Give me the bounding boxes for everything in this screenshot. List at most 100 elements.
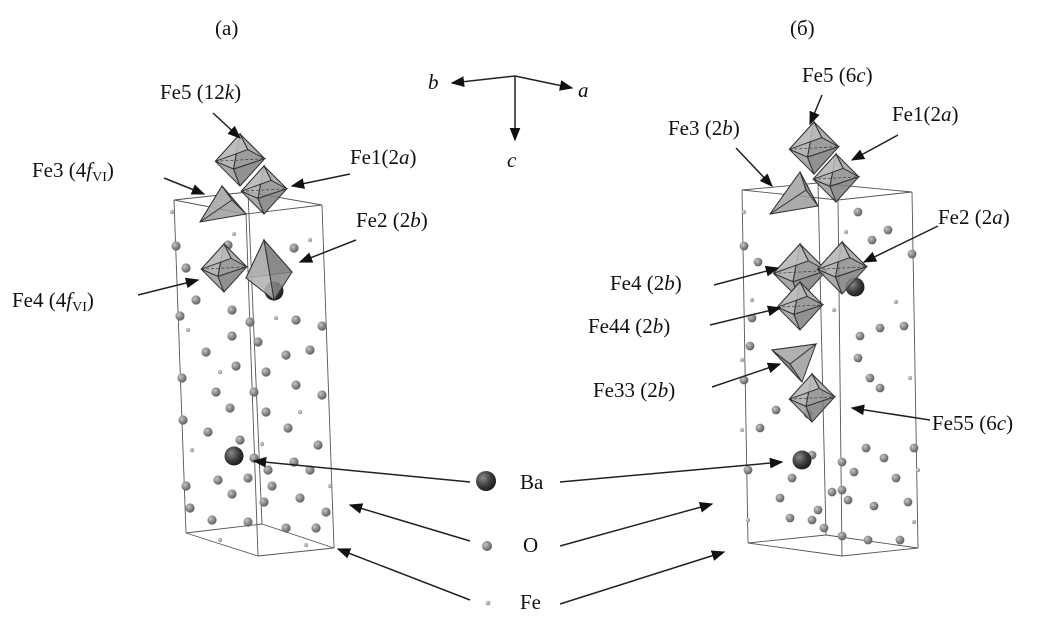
oxygen-atom [843,495,853,505]
label-b-fe4: Fe4 (2b) [610,271,682,295]
arrow-a-fe4 [137,277,200,296]
oxygen-atom [855,331,865,341]
polyhedron-fe44-b [776,280,825,331]
label-a-fe5: Fe5 (12k) [160,80,242,104]
oxygen-atom [311,523,321,533]
label-a-fe1: Fe1(2a) [350,145,417,169]
oxygen-atom [317,321,327,331]
polyhedron-fe3-b [768,170,819,215]
unit-cell-b-edge [911,191,919,549]
arrow-a-fe5 [212,112,241,139]
oxygen-atom [207,515,217,525]
arrow-b-fe55 [850,404,931,421]
iron-atom [189,447,195,453]
arrow-b-fe5 [809,94,823,126]
oxygen-atom [175,311,185,321]
axis-b-arrow [450,75,516,88]
oxygen-atom [849,467,859,477]
oxygen-atom [739,375,749,385]
oxygen-atom [771,405,781,415]
oxygen-atom [895,535,905,545]
oxygen-atom [753,257,763,267]
oxygen-atom [243,517,253,527]
oxygen-atom [837,531,847,541]
oxygen-atom [295,493,305,503]
iron-atom [297,409,303,415]
unit-cell-b-edge [817,182,827,536]
oxygen-atom [181,481,191,491]
unit-cell-b-edge [841,547,919,557]
label-a-fe4: Fe4 (4fVI) [12,288,94,315]
label-b-fe3: Fe3 (2b) [668,116,740,140]
unit-cell-a-edge [261,523,335,549]
label-a-fe3: Fe3 (4fVI) [32,158,114,185]
oxygen-atom [203,427,213,437]
oxygen-atom [201,347,211,357]
polyhedron-fe2-a [245,238,293,302]
iron-atom [843,229,849,235]
oxygen-atom [907,249,917,259]
axis-b-label: b [428,70,439,94]
iron-atom [273,315,279,321]
unit-cell-a-edge [321,204,335,549]
oxygen-atom [267,481,277,491]
axis-c-label: c [507,148,517,172]
oxygen-atom [281,523,291,533]
oxygen-atom [903,497,913,507]
oxygen-atom [305,345,315,355]
oxygen-atom [181,263,191,273]
label-b-fe5: Fe5 (6c) [802,63,873,87]
oxygen-atom [899,321,909,331]
oxygen-atom [879,453,889,463]
polyhedron-fe4-b [772,242,829,301]
arrow-b-fe1 [850,134,899,161]
unit-cell-a-edge [245,204,323,215]
iron-atom [327,483,333,489]
unit-cell-b-edge [837,191,913,201]
oxygen-atom [263,465,273,475]
oxygen-atom [283,423,293,433]
oxygen-atom [261,407,271,417]
label-b-fe1: Fe1(2a) [892,102,959,126]
arrow-fe-to-a [336,548,471,601]
oxygen-atom [191,295,201,305]
axes-triad [450,75,574,142]
unit-cell-a-edge [173,191,249,201]
oxygen-atom [227,305,237,315]
legend-o-atom [482,541,492,551]
polyhedron-fe2-b [816,240,869,295]
arrow-a-fe3 [163,177,206,195]
oxygen-atom [171,241,181,251]
iron-atom [911,519,917,525]
oxygen-atom [291,380,301,390]
polyhedron-fe55-b [788,372,837,423]
panel-b-title: (б) [790,16,815,40]
label-b-fe33: Fe33 (2b) [593,378,676,402]
legend-ba-atom [476,471,496,491]
oxygen-atom [321,507,331,517]
iron-atom [745,517,751,523]
oxygen-atom [281,350,291,360]
arrow-fe-to-b [559,550,726,605]
oxygen-atom [317,390,327,400]
oxygen-atom [861,443,871,453]
oxygen-atom [253,337,263,347]
arrow-o-to-a [348,503,471,542]
unit-cell-b-edge [747,534,827,544]
oxygen-atom [227,331,237,341]
oxygen-atom [785,513,795,523]
oxygen-atom [178,415,188,425]
oxygen-atom [853,353,863,363]
legend-fe-label: Fe [520,590,541,614]
oxygen-atom [909,443,919,453]
oxygen-atom [249,387,259,397]
iron-atom [185,327,191,333]
oxygen-atom [743,465,753,475]
oxygen-atom [259,497,269,507]
oxygen-atom [185,503,195,513]
iron-atom [307,237,313,243]
label-b-fe2: Fe2 (2a) [938,205,1010,229]
arrow-ba-to-a [252,456,471,483]
